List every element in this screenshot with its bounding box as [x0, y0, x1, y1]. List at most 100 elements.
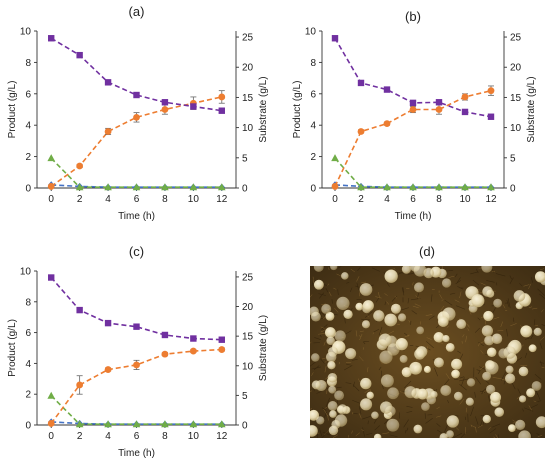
data-point-square — [435, 99, 443, 106]
bead — [341, 272, 349, 280]
y-tick-label: 10 — [20, 27, 32, 38]
y-tick-label: 2 — [310, 152, 316, 163]
bead — [337, 404, 348, 415]
data-point-triangle — [357, 183, 365, 191]
y2-tick-label: 20 — [510, 63, 522, 74]
bead — [421, 402, 430, 411]
data-point-triangle — [161, 420, 169, 428]
bead — [433, 357, 444, 368]
y2-tick-label: 5 — [242, 153, 248, 164]
data-point-square — [383, 86, 391, 93]
bead — [446, 415, 459, 428]
x-tick-label: 10 — [188, 194, 200, 205]
data-point-circle — [76, 381, 84, 389]
bead — [360, 398, 373, 411]
panel-label-a: (a) — [129, 4, 145, 19]
y-tick-label: 8 — [25, 297, 31, 308]
bead — [494, 407, 505, 417]
y-tick-label: 2 — [25, 390, 31, 401]
bead — [520, 325, 533, 338]
bead — [379, 401, 393, 414]
data-point-circle — [487, 87, 495, 95]
data-point-square — [48, 35, 55, 42]
bead — [313, 279, 324, 290]
x-axis-title: Time (h) — [118, 211, 155, 222]
bead — [414, 282, 424, 293]
bead — [362, 300, 374, 312]
bead — [311, 353, 320, 362]
bead — [414, 348, 426, 360]
bead — [371, 411, 379, 420]
data-point-square — [409, 99, 417, 107]
bead — [310, 311, 321, 322]
bead — [327, 361, 336, 370]
data-point-square — [133, 91, 140, 99]
y-tick-label: 0 — [25, 421, 31, 432]
chart-panel-c: (c) 0 2 4 6 8 10 12 0 2 4 6 8 10 0 5 10 15 20 25 Time (h) Pro… — [7, 244, 269, 459]
bead — [326, 336, 335, 346]
data-point-circle — [461, 93, 469, 101]
bead — [384, 269, 398, 283]
x-tick-label: 4 — [105, 194, 111, 205]
bead — [345, 348, 357, 360]
bead — [481, 325, 493, 337]
data-point-square — [190, 335, 197, 342]
bead — [442, 334, 450, 343]
bead — [401, 367, 412, 378]
bead — [409, 361, 423, 375]
data-point-triangle — [47, 391, 56, 399]
bead — [387, 343, 400, 356]
data-point-square — [76, 306, 83, 314]
bead — [486, 384, 496, 394]
bead — [518, 395, 527, 403]
series-line-triangle — [334, 157, 491, 188]
data-point-triangle — [217, 420, 226, 428]
bead — [518, 430, 531, 438]
bead — [399, 354, 408, 363]
y2-tick-label: 10 — [242, 361, 254, 372]
y-tick-label: 10 — [20, 267, 32, 278]
y-tick-label: 4 — [25, 359, 31, 370]
data-point-circle — [133, 361, 140, 369]
bead — [505, 373, 516, 384]
bead — [329, 410, 337, 418]
bead — [439, 433, 448, 438]
x-tick-label: 8 — [436, 194, 442, 205]
data-point-circle — [104, 366, 112, 373]
panel-label-c: (c) — [129, 244, 144, 259]
panel-label-b: (b) — [405, 9, 421, 24]
bead — [366, 391, 374, 400]
y-tick-label: 6 — [310, 89, 316, 100]
y2-tick-label: 20 — [242, 302, 254, 313]
data-point-circle — [161, 106, 169, 113]
data-point-triangle — [217, 183, 226, 191]
bead — [526, 388, 536, 398]
data-point-triangle — [383, 183, 391, 191]
y2-tick-label: 15 — [242, 93, 254, 104]
x-tick-label: 4 — [384, 194, 390, 205]
data-point-triangle — [487, 183, 495, 191]
bead — [361, 320, 371, 329]
bead — [313, 266, 324, 272]
y-tick-label: 8 — [310, 58, 316, 69]
bead — [531, 381, 542, 391]
data-point-circle — [76, 162, 84, 170]
data-point-square — [104, 319, 112, 327]
x-tick-label: 4 — [105, 431, 111, 442]
data-point-square — [48, 274, 55, 281]
data-point-triangle — [75, 183, 84, 191]
bead — [325, 311, 335, 321]
bead — [327, 401, 338, 411]
bead — [508, 424, 516, 432]
data-point-square — [487, 113, 495, 120]
bead — [423, 365, 431, 373]
data-point-square — [190, 103, 197, 110]
x-tick-label: 12 — [216, 431, 228, 442]
y2-tick-label: 20 — [242, 63, 254, 74]
y2-tick-label: 10 — [510, 123, 522, 134]
bead — [484, 335, 495, 346]
bead — [483, 310, 494, 322]
bead — [505, 365, 514, 374]
bead — [321, 303, 332, 314]
